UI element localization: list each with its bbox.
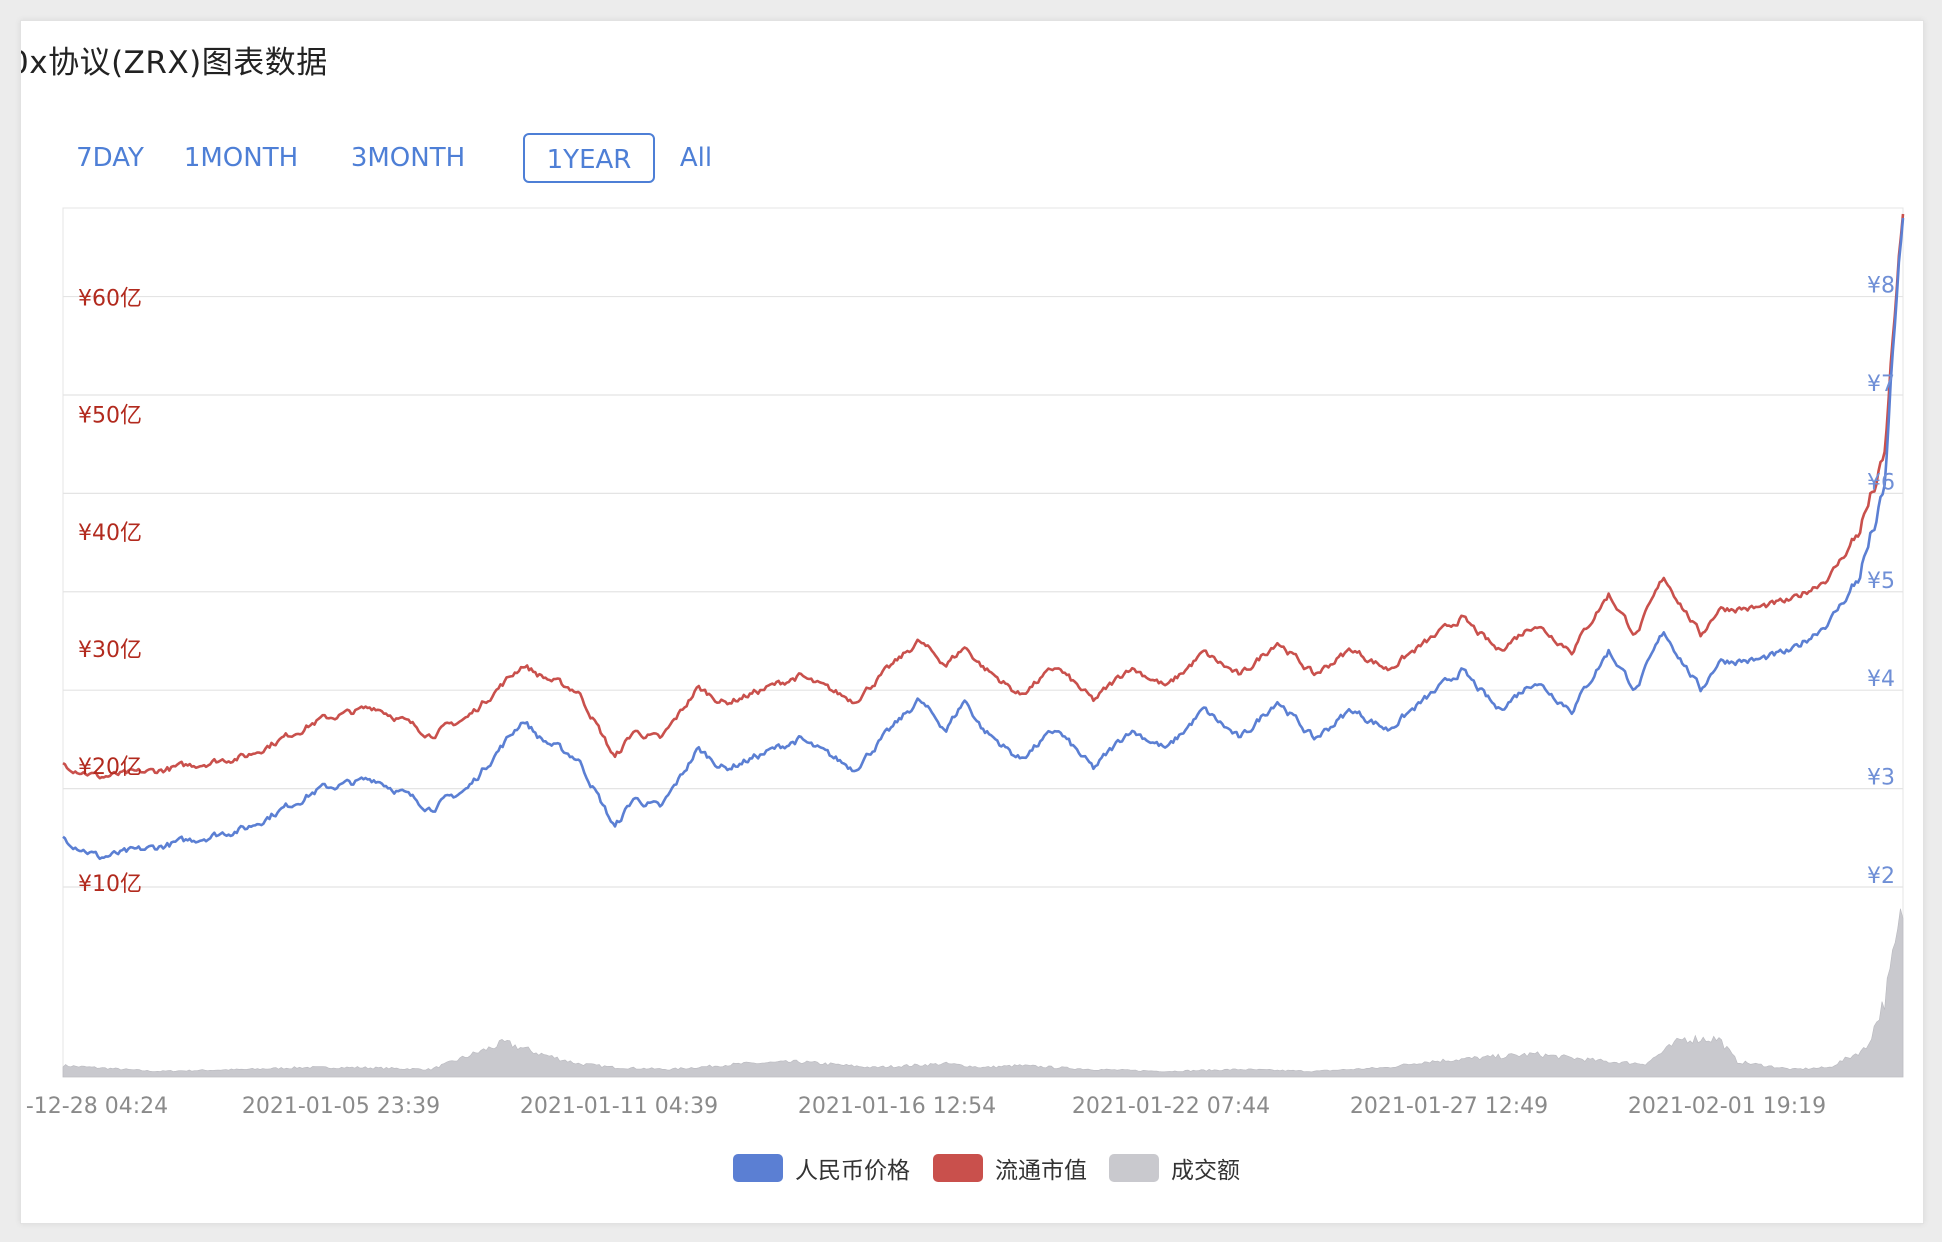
right-tick-label: ¥7 (1867, 372, 1895, 397)
grid-lines (62, 207, 1904, 1078)
legend-label: 流通市值 (995, 1158, 1087, 1184)
tab-1month[interactable]: 1MONTH (183, 143, 299, 173)
left-tick-label: ¥30亿 (78, 638, 142, 663)
right-tick-label: ¥5 (1867, 569, 1895, 594)
tab-3month[interactable]: 3MONTH (350, 143, 466, 173)
x-tick-label: 2021-01-27 12:49 (1350, 1094, 1548, 1119)
volume-series (62, 908, 1904, 1078)
x-tick-label: 2021-01-05 23:39 (242, 1094, 440, 1119)
left-tick-label: ¥40亿 (78, 521, 142, 546)
left-axis-ticks: ¥10亿 ¥20亿 ¥30亿 ¥40亿 ¥50亿 ¥60亿 (78, 287, 142, 897)
line-series (62, 213, 1905, 861)
legend-swatch (1109, 1154, 1159, 1182)
right-tick-label: ¥3 (1867, 766, 1895, 791)
x-tick-label: 2021-02-01 19:19 (1628, 1094, 1826, 1119)
page-title: 0x协议(ZRX)图表数据 (20, 45, 328, 81)
legend-label: 成交额 (1171, 1158, 1240, 1184)
legend[interactable]: 人民币价格 流通市值 成交额 (733, 1154, 1240, 1184)
x-tick-label: 2021-01-16 12:54 (798, 1094, 996, 1119)
tab-all[interactable]: All (679, 143, 713, 173)
plot-border (62, 207, 1904, 1078)
tab-7day[interactable]: 7DAY (76, 143, 144, 173)
price-chart[interactable]: ¥10亿¥20亿¥30亿¥40亿¥50亿¥60亿 ¥2¥3¥4¥5¥6¥7¥8 … (21, 21, 1923, 1223)
legend-item[interactable]: 成交额 (1109, 1154, 1240, 1184)
market-cap-line (62, 213, 1905, 780)
right-tick-label: ¥8 (1867, 274, 1895, 299)
left-tick-label: ¥10亿 (78, 872, 142, 897)
volume-area (62, 908, 1904, 1078)
left-tick-label: ¥50亿 (78, 404, 142, 429)
legend-label: 人民币价格 (795, 1158, 910, 1184)
legend-item[interactable]: 人民币价格 (733, 1154, 910, 1184)
right-tick-label: ¥2 (1867, 864, 1895, 889)
x-tick-label: 2021-01-11 04:39 (520, 1094, 718, 1119)
tab-1year[interactable]: 1YEAR (523, 133, 655, 183)
x-tick-label: 2021-01-22 07:44 (1072, 1094, 1270, 1119)
x-axis-ticks: -12-28 04:24 2021-01-05 23:39 2021-01-11 0… (26, 1094, 1826, 1119)
legend-swatch (933, 1154, 983, 1182)
right-tick-label: ¥4 (1867, 667, 1895, 692)
right-axis-ticks: ¥2 ¥3 ¥4 ¥5 ¥6 ¥7 ¥8 (1867, 274, 1895, 889)
left-tick-label: ¥20亿 (78, 755, 142, 780)
legend-item[interactable]: 流通市值 (933, 1154, 1087, 1184)
left-tick-label: ¥60亿 (78, 287, 142, 312)
chart-card: 0x协议(ZRX)图表数据 7DAY 1MONTH 3MONTH 1YEAR A… (20, 20, 1924, 1224)
x-tick-label: -12-28 04:24 (26, 1094, 168, 1119)
legend-swatch (733, 1154, 783, 1182)
right-tick-label: ¥6 (1867, 470, 1895, 495)
price-line (62, 217, 1905, 861)
